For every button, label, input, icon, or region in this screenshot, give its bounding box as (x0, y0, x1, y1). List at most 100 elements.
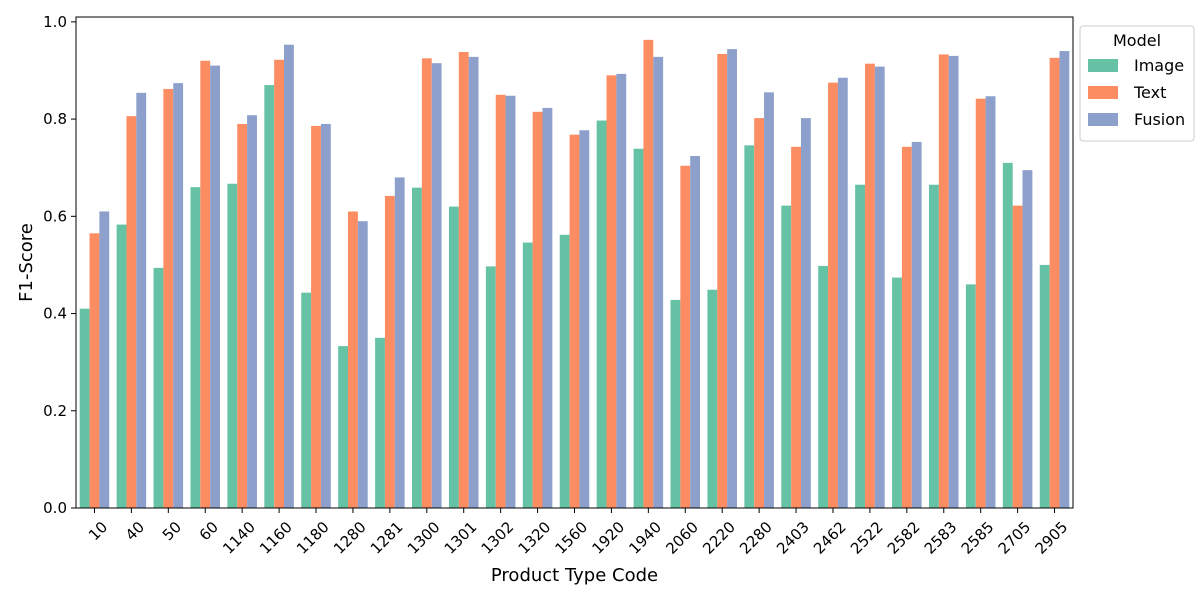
bar-text-50 (163, 88, 174, 508)
bar-fusion-50 (173, 83, 184, 508)
y-tick-label: 1.0 (43, 13, 67, 31)
bar-text-1160 (274, 59, 285, 508)
legend-swatch-fusion (1088, 113, 1118, 126)
x-tick-label: 1300 (404, 518, 444, 558)
y-tick-label: 0.6 (43, 207, 67, 225)
legend: Model Image Text Fusion (1079, 25, 1195, 142)
bar-fusion-1320 (542, 107, 553, 508)
bar-text-1560 (569, 134, 580, 508)
x-tick-label: 2280 (736, 518, 776, 558)
y-tick-label: 0.2 (43, 402, 67, 420)
bar-text-1302 (495, 94, 506, 509)
bar-fusion-1160 (284, 44, 294, 508)
legend-swatch-image (1088, 59, 1118, 72)
bar-image-1301 (448, 206, 459, 508)
bar-fusion-2280 (764, 92, 774, 508)
bar-fusion-1560 (579, 130, 590, 508)
bar-image-2403 (781, 205, 792, 509)
bar-text-2583 (938, 54, 949, 508)
legend-label-fusion: Fusion (1134, 110, 1185, 129)
bar-text-1301 (458, 52, 469, 508)
bar-text-1320 (532, 111, 543, 508)
bar-text-10 (89, 233, 100, 509)
x-tick-label: 2583 (921, 518, 961, 558)
bar-image-60 (190, 187, 201, 509)
y-tick-label: 0.4 (43, 305, 67, 323)
bar-image-2462 (818, 265, 829, 508)
bar-image-1180 (301, 292, 312, 508)
bar-fusion-2582 (911, 141, 922, 508)
bar-text-2522 (864, 63, 875, 508)
x-tick-label: 1180 (293, 518, 333, 558)
bar-fusion-2705 (1022, 170, 1033, 508)
bar-image-40 (116, 224, 127, 509)
bar-fusion-1920 (616, 73, 627, 508)
bar-fusion-1940 (653, 56, 664, 508)
bar-text-2905 (1049, 57, 1060, 509)
x-tick-label: 1160 (256, 518, 296, 558)
bar-text-1280 (348, 211, 358, 508)
bar-image-50 (153, 267, 164, 508)
x-tick-label: 2705 (995, 518, 1035, 558)
bar-text-2060 (680, 165, 691, 508)
x-tick-label: 50 (159, 518, 185, 544)
bar-text-1300 (421, 58, 432, 509)
bar-image-1320 (522, 242, 533, 509)
x-tick-label: 2060 (662, 518, 702, 558)
bar-fusion-2060 (690, 156, 701, 508)
x-tick-label: 60 (196, 518, 222, 544)
bar-image-2220 (707, 289, 718, 508)
bar-image-1160 (264, 85, 275, 509)
x-tick-label: 2403 (773, 518, 813, 558)
bar-image-2280 (744, 145, 755, 509)
bar-fusion-10 (99, 211, 110, 508)
bar-text-2582 (901, 146, 912, 508)
x-tick-label: 1280 (330, 518, 370, 558)
bar-fusion-2905 (1059, 51, 1070, 509)
legend-swatch-text (1088, 86, 1118, 99)
x-tick-label: 2220 (699, 518, 739, 558)
bar-image-10 (79, 308, 90, 508)
y-tick-label: 0.8 (43, 110, 67, 128)
bar-image-1940 (633, 148, 644, 508)
bar-fusion-2522 (874, 66, 885, 509)
x-tick-label: 1920 (588, 518, 628, 558)
bar-fusion-2403 (800, 118, 811, 509)
bar-image-2522 (855, 184, 865, 508)
legend-label-image: Image (1134, 56, 1184, 75)
x-tick-label: 1281 (367, 518, 407, 558)
bar-text-2462 (828, 82, 838, 508)
bar-text-60 (200, 60, 211, 509)
legend-box (1079, 25, 1195, 142)
bar-image-1302 (485, 266, 496, 508)
legend-items: Image Text Fusion (1088, 56, 1185, 129)
bar-fusion-1301 (468, 56, 479, 508)
bar-fusion-1280 (357, 221, 368, 508)
x-tick-label: 2462 (810, 518, 850, 558)
y-tick-label: 0.0 (43, 499, 67, 517)
x-tick-label: 1560 (552, 518, 592, 558)
x-tick-label: 2522 (847, 518, 887, 558)
bar-fusion-2462 (837, 77, 848, 508)
bar-image-2060 (670, 299, 681, 508)
bar-fusion-1180 (320, 123, 331, 508)
bar-text-2220 (717, 53, 728, 508)
x-axis: 10 40 50 6011401160118012801281130013011302… (85, 508, 1071, 558)
bars-layer (79, 39, 1070, 509)
bar-image-2582 (892, 277, 902, 508)
bar-image-1281 (375, 337, 385, 508)
x-tick-label: 1140 (219, 518, 259, 558)
x-tick-label: 2905 (1032, 518, 1072, 558)
bar-text-1140 (237, 123, 248, 508)
bar-fusion-1302 (505, 95, 516, 508)
bar-text-40 (126, 116, 137, 509)
x-tick-label: 1320 (515, 518, 555, 558)
bar-fusion-2583 (948, 55, 959, 509)
bar-image-2705 (1002, 162, 1013, 508)
bar-image-1300 (412, 187, 422, 509)
bar-image-1920 (596, 120, 607, 509)
bar-image-1280 (338, 346, 349, 508)
legend-label-text: Text (1133, 83, 1166, 102)
